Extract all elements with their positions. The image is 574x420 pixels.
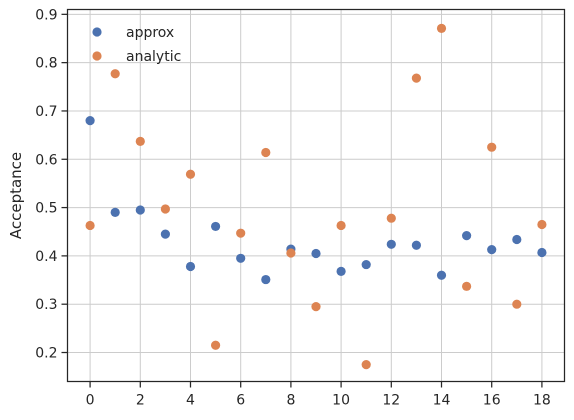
data-point — [361, 359, 371, 370]
legend-marker — [92, 27, 102, 37]
data-point — [110, 69, 120, 79]
y-tick-label: 0.8 — [35, 56, 57, 72]
data-point — [261, 147, 271, 158]
y-tick-label: 0.5 — [35, 201, 57, 217]
data-point — [135, 136, 145, 146]
data-point — [261, 274, 271, 285]
grid — [67, 9, 565, 382]
data-point — [386, 213, 396, 223]
data-point — [160, 229, 170, 239]
x-tick-label: 8 — [286, 393, 295, 409]
y-tick-label: 0.9 — [35, 7, 57, 23]
data-point — [386, 239, 396, 249]
series-analytic — [85, 23, 547, 370]
y-tick-label: 0.7 — [35, 104, 57, 120]
data-point — [135, 205, 145, 215]
x-tick-label: 6 — [236, 393, 245, 409]
x-tick-label: 16 — [483, 393, 501, 409]
data-point — [311, 302, 321, 312]
legend-marker — [92, 51, 102, 61]
x-tick-label: 18 — [533, 393, 551, 409]
data-point — [185, 261, 196, 272]
x-tick-label: 2 — [136, 393, 145, 409]
data-point — [185, 169, 196, 179]
data-point — [361, 259, 371, 270]
data-point — [336, 266, 346, 276]
data-point — [436, 270, 447, 280]
data-point — [512, 234, 522, 245]
data-point — [462, 230, 472, 241]
data-point — [336, 220, 346, 231]
data-point — [487, 142, 497, 152]
x-tick-label: 14 — [433, 393, 451, 409]
data-point — [462, 281, 472, 291]
y-tick-label: 0.2 — [35, 346, 57, 362]
y-tick-label: 0.6 — [35, 152, 57, 168]
data-point — [286, 248, 296, 258]
data-point — [436, 23, 447, 33]
series-approx — [85, 116, 547, 285]
y-tick-label: 0.3 — [35, 297, 57, 313]
x-tick-label: 4 — [186, 393, 195, 409]
legend: approx analytic — [92, 25, 181, 65]
legend-label: approx — [126, 25, 174, 41]
legend-label: analytic — [126, 49, 181, 65]
data-points — [85, 23, 547, 370]
data-point — [411, 240, 422, 250]
data-point — [110, 207, 120, 218]
x-tick-label: 0 — [86, 393, 95, 409]
data-point — [512, 299, 522, 309]
data-point — [537, 247, 547, 258]
data-point — [210, 221, 221, 232]
data-point — [487, 245, 497, 255]
legend-item-analytic: analytic — [92, 49, 181, 65]
data-point — [85, 220, 95, 231]
legend-item-approx: approx — [92, 25, 174, 41]
plot-frame — [66, 8, 566, 383]
data-point — [85, 116, 95, 126]
y-axis-label: Acceptance — [7, 152, 25, 239]
x-axis: 0 2 4 6 8 10 12 14 16 18 — [86, 381, 551, 409]
data-point — [537, 219, 547, 230]
data-point — [160, 204, 170, 214]
y-axis: 0.2 0.3 0.4 0.5 0.6 0.7 0.8 0.9 — [35, 7, 68, 362]
data-point — [311, 248, 321, 259]
data-point — [210, 340, 221, 350]
data-point — [411, 73, 422, 83]
data-point — [236, 253, 246, 263]
data-point — [236, 228, 246, 238]
x-tick-label: 12 — [382, 393, 400, 409]
y-tick-label: 0.4 — [35, 249, 57, 265]
x-tick-label: 10 — [332, 393, 350, 409]
